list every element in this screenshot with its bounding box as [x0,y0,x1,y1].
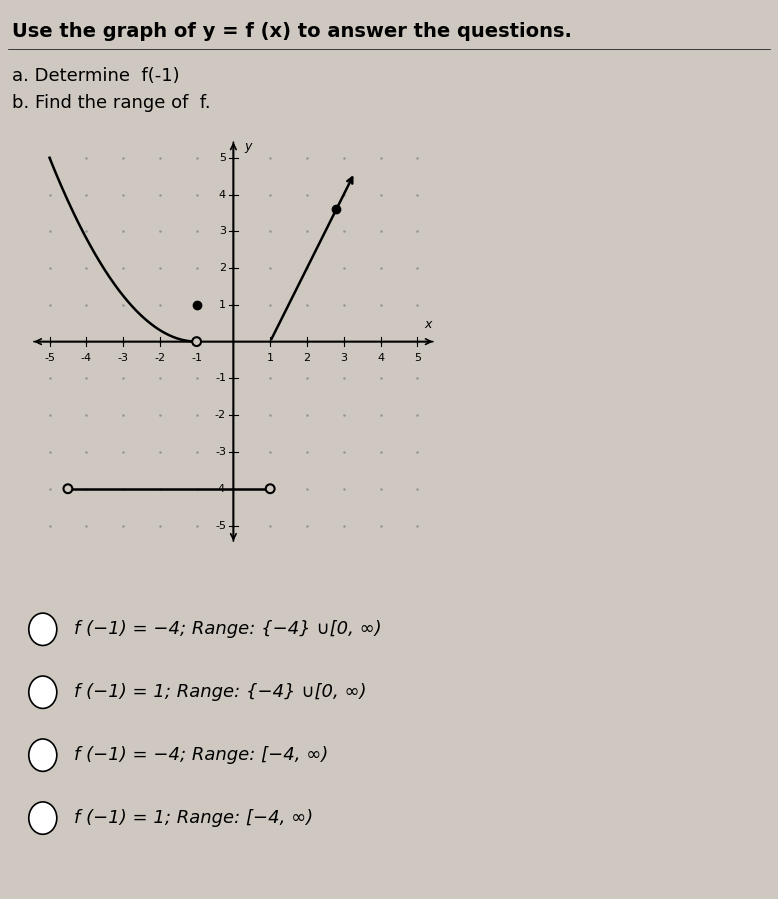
Text: -1: -1 [191,352,202,362]
Text: Use the graph of y = f (x) to answer the questions.: Use the graph of y = f (x) to answer the… [12,22,572,41]
Text: 4: 4 [219,190,226,200]
Text: -4: -4 [81,352,92,362]
Text: y: y [244,140,252,153]
Text: 3: 3 [340,352,347,362]
Text: 2: 2 [219,263,226,273]
Text: -5: -5 [215,521,226,530]
Text: 5: 5 [219,153,226,163]
Text: 1: 1 [219,300,226,310]
Text: -2: -2 [215,410,226,420]
Text: -3: -3 [215,447,226,457]
Text: 2: 2 [303,352,310,362]
Text: f (−1) = −4; Range: [−4, ∞): f (−1) = −4; Range: [−4, ∞) [74,746,328,764]
Text: x: x [425,317,432,331]
Text: -3: -3 [117,352,128,362]
Circle shape [64,485,72,494]
Text: f (−1) = 1; Range: [−4, ∞): f (−1) = 1; Range: [−4, ∞) [74,809,313,827]
Text: 5: 5 [414,352,421,362]
Text: f (−1) = −4; Range: {−4} ∪[0, ∞): f (−1) = −4; Range: {−4} ∪[0, ∞) [74,620,381,638]
Text: -1: -1 [215,373,226,383]
Text: b. Find the range of  f.: b. Find the range of f. [12,94,210,112]
Circle shape [192,337,201,346]
Text: 1: 1 [267,352,274,362]
Text: a. Determine  f(-1): a. Determine f(-1) [12,67,179,85]
Text: 3: 3 [219,227,226,236]
Text: -5: -5 [44,352,55,362]
Text: f (−1) = 1; Range: {−4} ∪[0, ∞): f (−1) = 1; Range: {−4} ∪[0, ∞) [74,683,366,701]
Text: 4: 4 [377,352,384,362]
Text: -4: -4 [215,484,226,494]
Text: -2: -2 [154,352,166,362]
Circle shape [266,485,275,494]
